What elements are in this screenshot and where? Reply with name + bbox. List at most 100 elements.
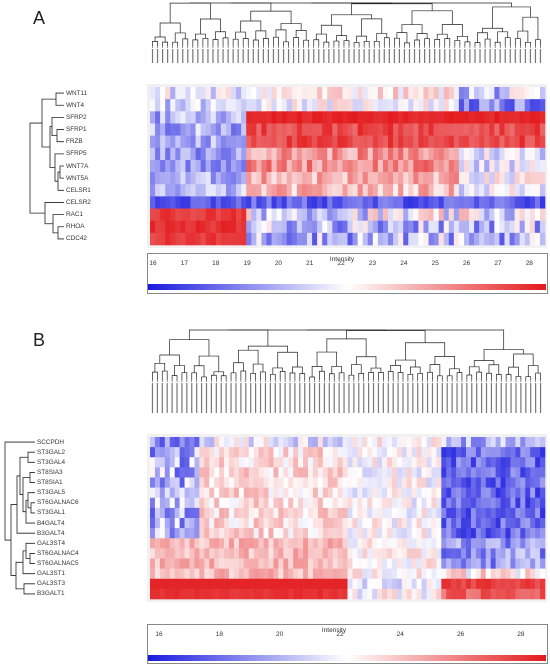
heatmap-cell (238, 548, 245, 559)
heatmap-cell (194, 518, 200, 529)
heatmap-cell (266, 208, 272, 221)
scale-tick-label: 22 (336, 631, 344, 638)
sample-label-mark (264, 383, 267, 413)
heatmap-cell (401, 457, 408, 468)
scale-tick-label: 28 (525, 260, 533, 267)
heatmap-cell (327, 208, 333, 221)
heatmap-cell (263, 487, 269, 499)
heatmap-cell (185, 184, 191, 197)
heatmap-cell (436, 558, 442, 569)
sample-label-mark (242, 49, 244, 63)
heatmap-cell (189, 437, 195, 448)
heatmap-cell (263, 578, 269, 590)
heatmap-cell (204, 507, 210, 519)
heatmap-cell (303, 437, 309, 448)
heatmap-cell (456, 528, 462, 539)
heatmap-cell (413, 196, 419, 209)
heatmap-cell (495, 578, 501, 590)
heatmap-cell (485, 477, 491, 488)
heatmap-cell (456, 548, 462, 559)
heatmap-cell (495, 507, 501, 519)
heatmap-cell (461, 528, 467, 539)
heatmap-cell (357, 518, 363, 529)
heatmap-cell (283, 558, 289, 569)
sample-label-mark (476, 383, 478, 413)
heatmap-cell (332, 457, 338, 468)
heatmap-cell (243, 538, 250, 549)
sample-label-mark (444, 49, 446, 63)
heatmap-cell (463, 123, 470, 136)
heatmap-cell (534, 147, 541, 161)
heatmap-cell (169, 528, 175, 539)
heatmap-cell (469, 172, 475, 185)
heatmap-cell (308, 548, 314, 559)
heatmap-cell (362, 208, 369, 221)
heatmap-cell (406, 497, 412, 509)
heatmap-cell (150, 123, 156, 136)
dendrogram-branch (200, 18, 221, 35)
heatmap-cell (253, 558, 259, 569)
heatmap-cell (441, 487, 447, 499)
heatmap-cell (283, 477, 289, 488)
heatmap-cell (499, 99, 505, 112)
heatmap-cell (164, 477, 171, 488)
heatmap-cell (276, 135, 282, 149)
heatmap-cell (494, 184, 500, 197)
heatmap-cell (448, 232, 455, 246)
heatmap-cell (194, 548, 200, 559)
heatmap-cell (530, 578, 536, 590)
scale-tick-label: 27 (494, 260, 502, 267)
heatmap-cell (342, 507, 348, 519)
heatmap-cell (463, 111, 470, 124)
heatmap-cell (485, 578, 491, 590)
heatmap-cell (504, 123, 510, 136)
heatmap-cell (199, 477, 205, 488)
heatmap-cell (209, 497, 215, 509)
heatmap-cell (174, 507, 180, 519)
heatmap-cell (421, 447, 427, 458)
heatmap-cell (342, 184, 348, 197)
heatmap-cell (463, 135, 470, 149)
heatmap-cell (342, 558, 348, 569)
heatmap-cell (499, 87, 505, 100)
heatmap-cell (165, 220, 171, 234)
heatmap-cell (515, 528, 521, 539)
heatmap-cell (490, 497, 496, 509)
heatmap-cell (418, 147, 424, 161)
heatmap-cell (456, 507, 462, 519)
heatmap-cell (510, 497, 516, 509)
heatmap-cell (229, 447, 235, 458)
heatmap-cell (154, 588, 161, 600)
heatmap-cell (524, 87, 531, 100)
heatmap-cell (317, 196, 323, 209)
heatmap-cell (505, 437, 511, 448)
heatmap-cell (362, 457, 368, 468)
heatmap-cell (276, 220, 282, 234)
heatmap-cell (219, 497, 225, 509)
heatmap-cell (453, 232, 460, 246)
heatmap-cell (514, 232, 520, 246)
heatmap-cell (411, 558, 417, 569)
heatmap-cell (469, 123, 475, 136)
heatmap-cell (291, 232, 298, 246)
heatmap-cell (248, 477, 254, 488)
heatmap-cell (286, 99, 293, 112)
heatmap-cell (268, 487, 274, 499)
heatmap-cell (463, 87, 470, 100)
heatmap-cell (296, 184, 303, 197)
dendrogram-branch (162, 41, 168, 46)
heatmap-cell (362, 477, 368, 488)
heatmap-cell (317, 477, 324, 488)
heatmap-cell (436, 467, 442, 478)
heatmap-cell (286, 159, 293, 173)
heatmap-cell (169, 487, 175, 499)
heatmap-cell (169, 518, 175, 529)
heatmap-cell (436, 538, 442, 549)
heatmap-cell (367, 208, 374, 221)
heatmap-cell (470, 548, 477, 559)
heatmap-cell (342, 497, 348, 509)
heatmap-cell (382, 220, 389, 234)
heatmap-cell (214, 558, 220, 569)
heatmap-cell (505, 528, 511, 539)
sample-label-mark (466, 383, 468, 413)
